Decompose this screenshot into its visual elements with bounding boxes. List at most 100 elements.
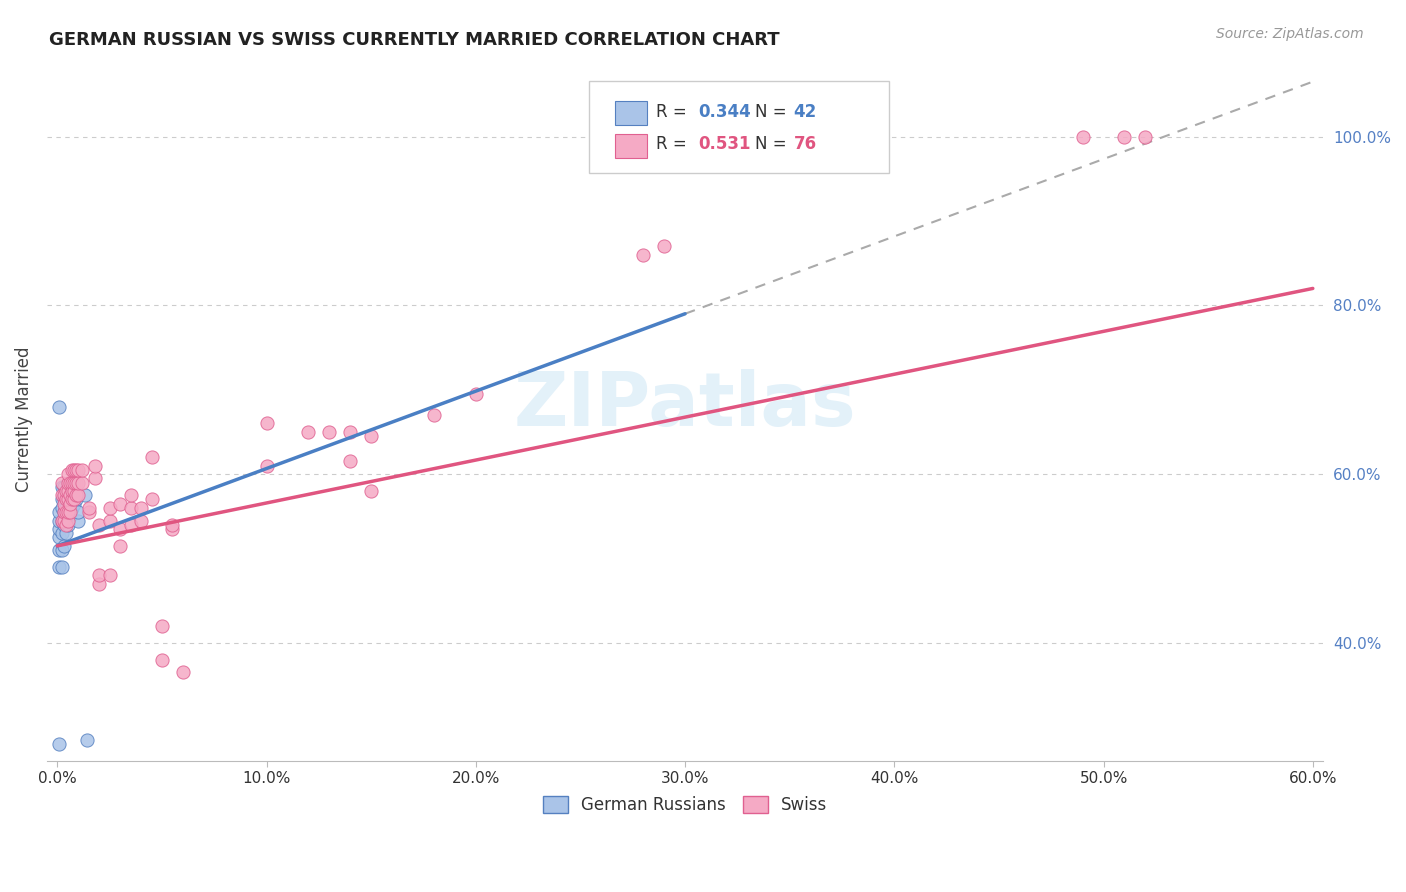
Point [98, 500, 121, 515]
Point [59, 475, 82, 490]
Point [55, 500, 77, 515]
Point [51, 514, 73, 528]
Point [89, 577, 111, 591]
Point [56, 517, 79, 532]
Point [120, 500, 142, 515]
Point [52, 505, 75, 519]
Point [59, 488, 82, 502]
Point [150, 619, 173, 633]
Point [89, 568, 111, 582]
Point [67, 505, 90, 519]
Point [150, 653, 173, 667]
Point [52, 492, 75, 507]
Point [48, 560, 70, 574]
Point [120, 488, 142, 502]
Point [59, 497, 82, 511]
Point [55, 514, 77, 528]
Point [52, 514, 75, 528]
Point [52, 497, 75, 511]
Point [108, 539, 131, 553]
Point [464, 387, 486, 401]
Point [256, 458, 278, 473]
Point [48, 530, 70, 544]
Bar [614, 102, 647, 125]
Point [55, 488, 77, 502]
Point [63, 475, 86, 490]
Point [48, 505, 70, 519]
Point [256, 417, 278, 431]
Point [59, 509, 82, 524]
Point [63, 492, 86, 507]
Point [63, 483, 86, 498]
Point [51, 500, 73, 515]
Point [1114, 129, 1136, 144]
Point [108, 497, 131, 511]
Point [98, 568, 121, 582]
Point [52, 480, 75, 494]
Point [51, 514, 73, 528]
Point [89, 517, 111, 532]
Point [56, 492, 79, 507]
Point [318, 425, 340, 439]
Y-axis label: Currently Married: Currently Married [15, 346, 32, 492]
Point [56, 492, 79, 507]
Point [52, 539, 75, 553]
Point [65, 488, 87, 502]
Point [73, 488, 96, 502]
Point [60, 475, 83, 490]
Point [1071, 129, 1094, 144]
Point [77, 500, 100, 515]
Point [48, 400, 70, 414]
Point [77, 505, 100, 519]
Point [51, 560, 73, 574]
Point [60, 488, 83, 502]
Point [59, 475, 82, 490]
Point [60, 483, 83, 498]
Point [297, 425, 319, 439]
Point [48, 543, 70, 558]
Point [652, 239, 675, 253]
Point [51, 475, 73, 490]
Point [141, 492, 163, 507]
Point [63, 497, 86, 511]
Text: R =: R = [655, 136, 692, 153]
Point [48, 522, 70, 536]
Point [84, 471, 107, 485]
Legend: German Russians, Swiss: German Russians, Swiss [543, 796, 827, 814]
Point [60, 500, 83, 515]
Point [1135, 129, 1157, 144]
Point [67, 463, 90, 477]
Point [120, 517, 142, 532]
Point [55, 483, 77, 498]
Point [59, 497, 82, 511]
Point [65, 475, 87, 490]
Point [55, 492, 77, 507]
Point [60, 463, 83, 477]
Point [56, 467, 79, 482]
Point [716, 129, 738, 144]
Point [360, 429, 382, 443]
Text: 76: 76 [793, 136, 817, 153]
Point [129, 500, 152, 515]
Point [631, 248, 654, 262]
Point [67, 488, 90, 502]
Point [67, 475, 90, 490]
Point [60, 492, 83, 507]
Point [56, 483, 79, 498]
Text: GERMAN RUSSIAN VS SWISS CURRENTLY MARRIED CORRELATION CHART: GERMAN RUSSIAN VS SWISS CURRENTLY MARRIE… [49, 31, 780, 49]
Point [56, 480, 79, 494]
Point [51, 488, 73, 502]
Point [98, 514, 121, 528]
Text: 42: 42 [793, 103, 817, 120]
Point [72, 475, 94, 490]
Text: N =: N = [755, 103, 792, 120]
Point [172, 665, 194, 680]
Point [56, 475, 79, 490]
FancyBboxPatch shape [589, 81, 890, 173]
Point [56, 505, 79, 519]
Point [52, 505, 75, 519]
Point [339, 425, 361, 439]
Point [65, 492, 87, 507]
Point [51, 492, 73, 507]
Point [51, 480, 73, 494]
